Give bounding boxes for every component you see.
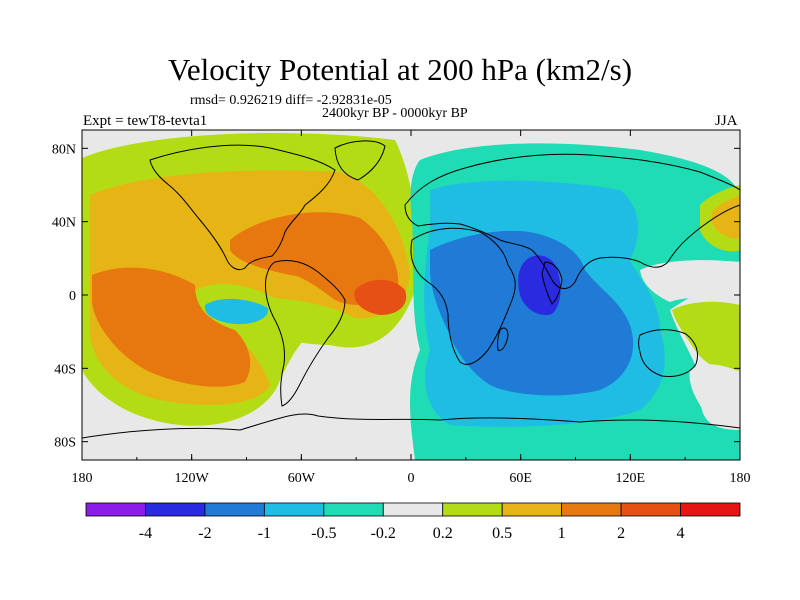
y-tick-label: 40S xyxy=(54,362,76,377)
colorbar-swatch xyxy=(561,502,622,517)
greenland-coast xyxy=(334,140,386,181)
eurasia-coast xyxy=(404,153,740,289)
south-america-coast xyxy=(265,259,346,407)
colorbar-label: -2 xyxy=(198,525,211,542)
x-tick-label: 0 xyxy=(408,471,415,486)
colorbar-swatch xyxy=(85,502,146,517)
colorbar-swatch xyxy=(263,502,325,517)
antarctica-coast xyxy=(82,413,740,460)
positive-region-inner xyxy=(230,212,399,305)
colorbar-swatch xyxy=(501,502,563,517)
colorbar-label: 2 xyxy=(617,525,625,542)
colorbar-swatch xyxy=(145,502,206,517)
colorbar-label: 1 xyxy=(558,525,566,542)
colorbar: -4 -2 -1 -0.5 -0.2 0.2 0.5 1 2 4 xyxy=(85,502,741,542)
colorbar-swatch xyxy=(382,502,444,517)
colorbar-swatch xyxy=(442,502,503,517)
positive-far-east-south xyxy=(672,301,740,372)
africa-coast xyxy=(410,227,516,365)
australia-coast xyxy=(638,329,699,377)
chart-title: Velocity Potential at 200 hPa (km2/s) xyxy=(167,52,633,87)
colorbar-label: 0.5 xyxy=(492,525,512,542)
colorbar-swatch xyxy=(680,502,741,517)
x-tick-label: 120E xyxy=(616,471,646,486)
colorbar-label: -4 xyxy=(139,525,152,542)
contour-field xyxy=(82,130,740,460)
stats-subtitle: rmsd= 0.926219 diff= -2.92831e-05 xyxy=(190,93,392,108)
north-america-coast xyxy=(149,144,336,271)
season-label: JJA xyxy=(715,113,738,129)
positive-max xyxy=(354,279,407,315)
coastlines xyxy=(82,140,740,460)
colorbar-label: -0.2 xyxy=(371,525,396,542)
x-tick-label: 60E xyxy=(509,471,532,486)
y-tick-label: 80S xyxy=(54,436,76,451)
colorbar-label: -1 xyxy=(258,525,271,542)
y-tick-label: 0 xyxy=(69,289,76,304)
neutral-band-east xyxy=(640,260,740,302)
colorbar-label: 4 xyxy=(677,525,685,542)
x-tick-label: 60W xyxy=(288,471,316,486)
colorbar-swatch xyxy=(204,502,265,517)
madagascar-coast xyxy=(497,327,509,351)
india-coast xyxy=(541,261,563,305)
x-axis: 180 120W 60W 0 60E 120E 180 xyxy=(72,130,751,486)
colorbar-label: -0.5 xyxy=(311,525,336,542)
y-tick-label: 80N xyxy=(52,142,76,157)
colorbar-label: 0.2 xyxy=(433,525,453,542)
period-subtitle: 2400kyr BP - 0000kyr BP xyxy=(322,106,468,121)
positive-far-east-core xyxy=(712,196,740,239)
experiment-label: Expt = tewT8-tevta1 xyxy=(83,113,208,129)
x-tick-label: 120W xyxy=(175,471,210,486)
x-tick-label: 180 xyxy=(730,471,751,486)
x-tick-label: 180 xyxy=(72,471,93,486)
colorbar-swatch xyxy=(620,502,681,517)
positive-region-inner-west xyxy=(92,267,251,387)
colorbar-swatch xyxy=(323,502,384,517)
y-tick-label: 40N xyxy=(52,216,76,231)
negative-region-inner xyxy=(430,230,634,396)
neutral-band-south-east xyxy=(689,364,740,425)
negative-eastern-pacific-center xyxy=(204,298,269,325)
y-axis: 80N 40N 0 40S 80S xyxy=(52,142,740,451)
